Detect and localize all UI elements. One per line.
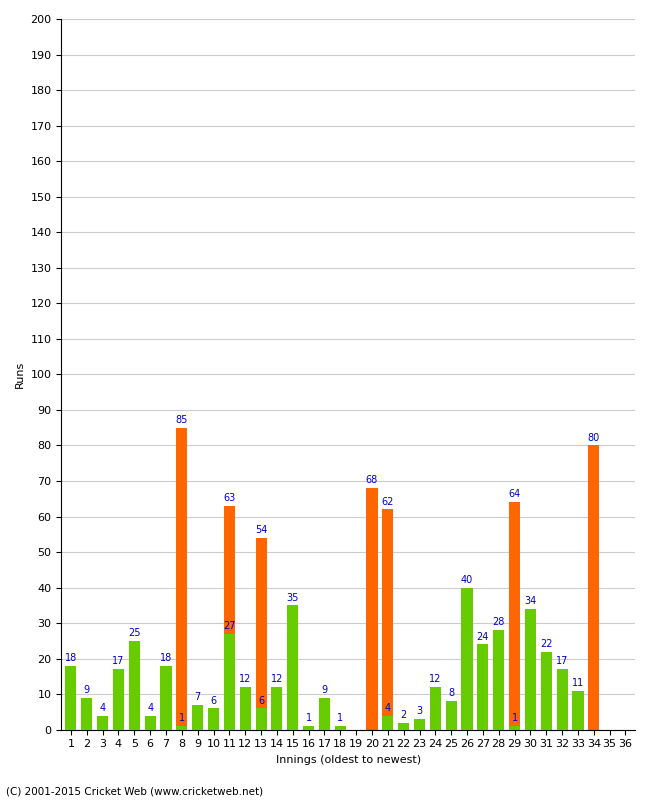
Text: 64: 64: [508, 490, 521, 499]
Text: 18: 18: [160, 653, 172, 663]
Bar: [588, 446, 599, 730]
Text: 12: 12: [429, 674, 441, 684]
Text: 9: 9: [321, 685, 328, 695]
Text: 35: 35: [287, 593, 299, 602]
Text: 22: 22: [540, 638, 552, 649]
Bar: [176, 428, 187, 730]
Bar: [161, 666, 172, 730]
Bar: [335, 726, 346, 730]
Bar: [287, 606, 298, 730]
Y-axis label: Runs: Runs: [15, 361, 25, 388]
Text: 9: 9: [84, 685, 90, 695]
Text: 24: 24: [476, 631, 489, 642]
Bar: [398, 722, 410, 730]
Text: 27: 27: [223, 621, 235, 631]
Bar: [462, 587, 473, 730]
Text: 63: 63: [223, 493, 235, 503]
Bar: [176, 726, 187, 730]
Bar: [129, 641, 140, 730]
Text: 17: 17: [112, 657, 125, 666]
Text: 2: 2: [400, 710, 407, 720]
Text: 4: 4: [99, 702, 106, 713]
Bar: [271, 687, 283, 730]
Text: 68: 68: [366, 475, 378, 486]
Bar: [224, 506, 235, 730]
Text: 7: 7: [194, 692, 201, 702]
Text: 6: 6: [258, 695, 264, 706]
Bar: [556, 670, 567, 730]
Bar: [446, 702, 457, 730]
Bar: [382, 510, 393, 730]
Bar: [113, 670, 124, 730]
Bar: [81, 698, 92, 730]
Bar: [208, 709, 219, 730]
Text: (C) 2001-2015 Cricket Web (www.cricketweb.net): (C) 2001-2015 Cricket Web (www.cricketwe…: [6, 786, 264, 796]
Text: 1: 1: [306, 714, 311, 723]
Bar: [430, 687, 441, 730]
Text: 85: 85: [176, 415, 188, 425]
Bar: [319, 698, 330, 730]
Bar: [541, 651, 552, 730]
Text: 3: 3: [417, 706, 423, 716]
Bar: [509, 502, 520, 730]
Text: 18: 18: [65, 653, 77, 663]
Text: 1: 1: [512, 714, 517, 723]
Bar: [509, 726, 520, 730]
Bar: [240, 687, 251, 730]
Text: 17: 17: [556, 657, 568, 666]
Text: 8: 8: [448, 689, 454, 698]
Bar: [66, 666, 77, 730]
X-axis label: Innings (oldest to newest): Innings (oldest to newest): [276, 755, 421, 765]
Text: 4: 4: [147, 702, 153, 713]
Text: 11: 11: [572, 678, 584, 688]
Bar: [525, 609, 536, 730]
Bar: [573, 690, 584, 730]
Bar: [493, 630, 504, 730]
Bar: [303, 726, 314, 730]
Bar: [414, 719, 425, 730]
Text: 1: 1: [179, 714, 185, 723]
Bar: [367, 488, 378, 730]
Text: 40: 40: [461, 574, 473, 585]
Text: 6: 6: [211, 695, 216, 706]
Bar: [477, 645, 488, 730]
Text: 1: 1: [337, 714, 343, 723]
Bar: [255, 709, 266, 730]
Text: 4: 4: [385, 702, 391, 713]
Bar: [97, 715, 108, 730]
Text: 80: 80: [588, 433, 600, 442]
Bar: [192, 705, 203, 730]
Bar: [382, 715, 393, 730]
Text: 12: 12: [270, 674, 283, 684]
Text: 62: 62: [382, 497, 394, 506]
Text: 34: 34: [525, 596, 536, 606]
Bar: [224, 634, 235, 730]
Text: 54: 54: [255, 525, 267, 535]
Text: 12: 12: [239, 674, 252, 684]
Text: 25: 25: [128, 628, 140, 638]
Text: 28: 28: [493, 618, 505, 627]
Bar: [255, 538, 266, 730]
Bar: [144, 715, 156, 730]
